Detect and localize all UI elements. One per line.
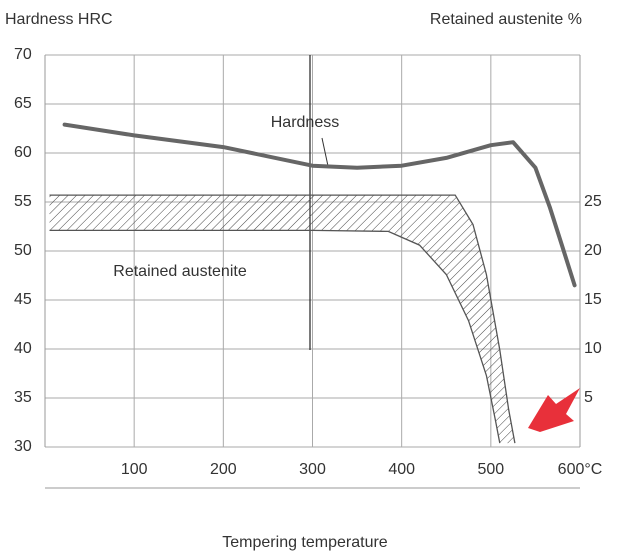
annotation: Hardness — [271, 114, 339, 131]
y-tick-label: 65 — [14, 95, 32, 112]
y2-tick-label: 15 — [584, 291, 602, 308]
x-tick-label: 100 — [121, 461, 148, 478]
y-axis-title: Hardness HRC — [5, 11, 113, 28]
x-tick-label: 300 — [299, 461, 326, 478]
y-tick-label: 30 — [14, 438, 32, 455]
x-axis-title: Tempering temperature — [222, 534, 388, 551]
y2-tick-label: 5 — [584, 389, 593, 406]
y-tick-label: 70 — [14, 46, 32, 63]
y-tick-label: 45 — [14, 291, 32, 308]
annotation: Retained austenite — [113, 263, 247, 280]
y-tick-label: 60 — [14, 144, 32, 161]
arrow-icon — [528, 388, 580, 432]
x-tick-label: 600°C — [558, 461, 603, 478]
x-tick-label: 400 — [388, 461, 415, 478]
band-lower — [49, 229, 501, 444]
y-tick-label: 40 — [14, 340, 32, 357]
line — [62, 122, 577, 288]
y2-tick-label: 25 — [584, 193, 602, 210]
y-tick-label: 55 — [14, 193, 32, 210]
band-upper — [49, 194, 516, 444]
band-fill — [49, 195, 515, 444]
annotation-leader — [321, 137, 329, 167]
y2-axis-title: Retained austenite % — [430, 11, 582, 28]
y2-tick-label: 20 — [584, 242, 602, 259]
y2-tick-label: 10 — [584, 340, 602, 357]
y-tick-label: 35 — [14, 389, 32, 406]
y-tick-label: 50 — [14, 242, 32, 259]
x-tick-label: 200 — [210, 461, 237, 478]
x-tick-label: 500 — [477, 461, 504, 478]
